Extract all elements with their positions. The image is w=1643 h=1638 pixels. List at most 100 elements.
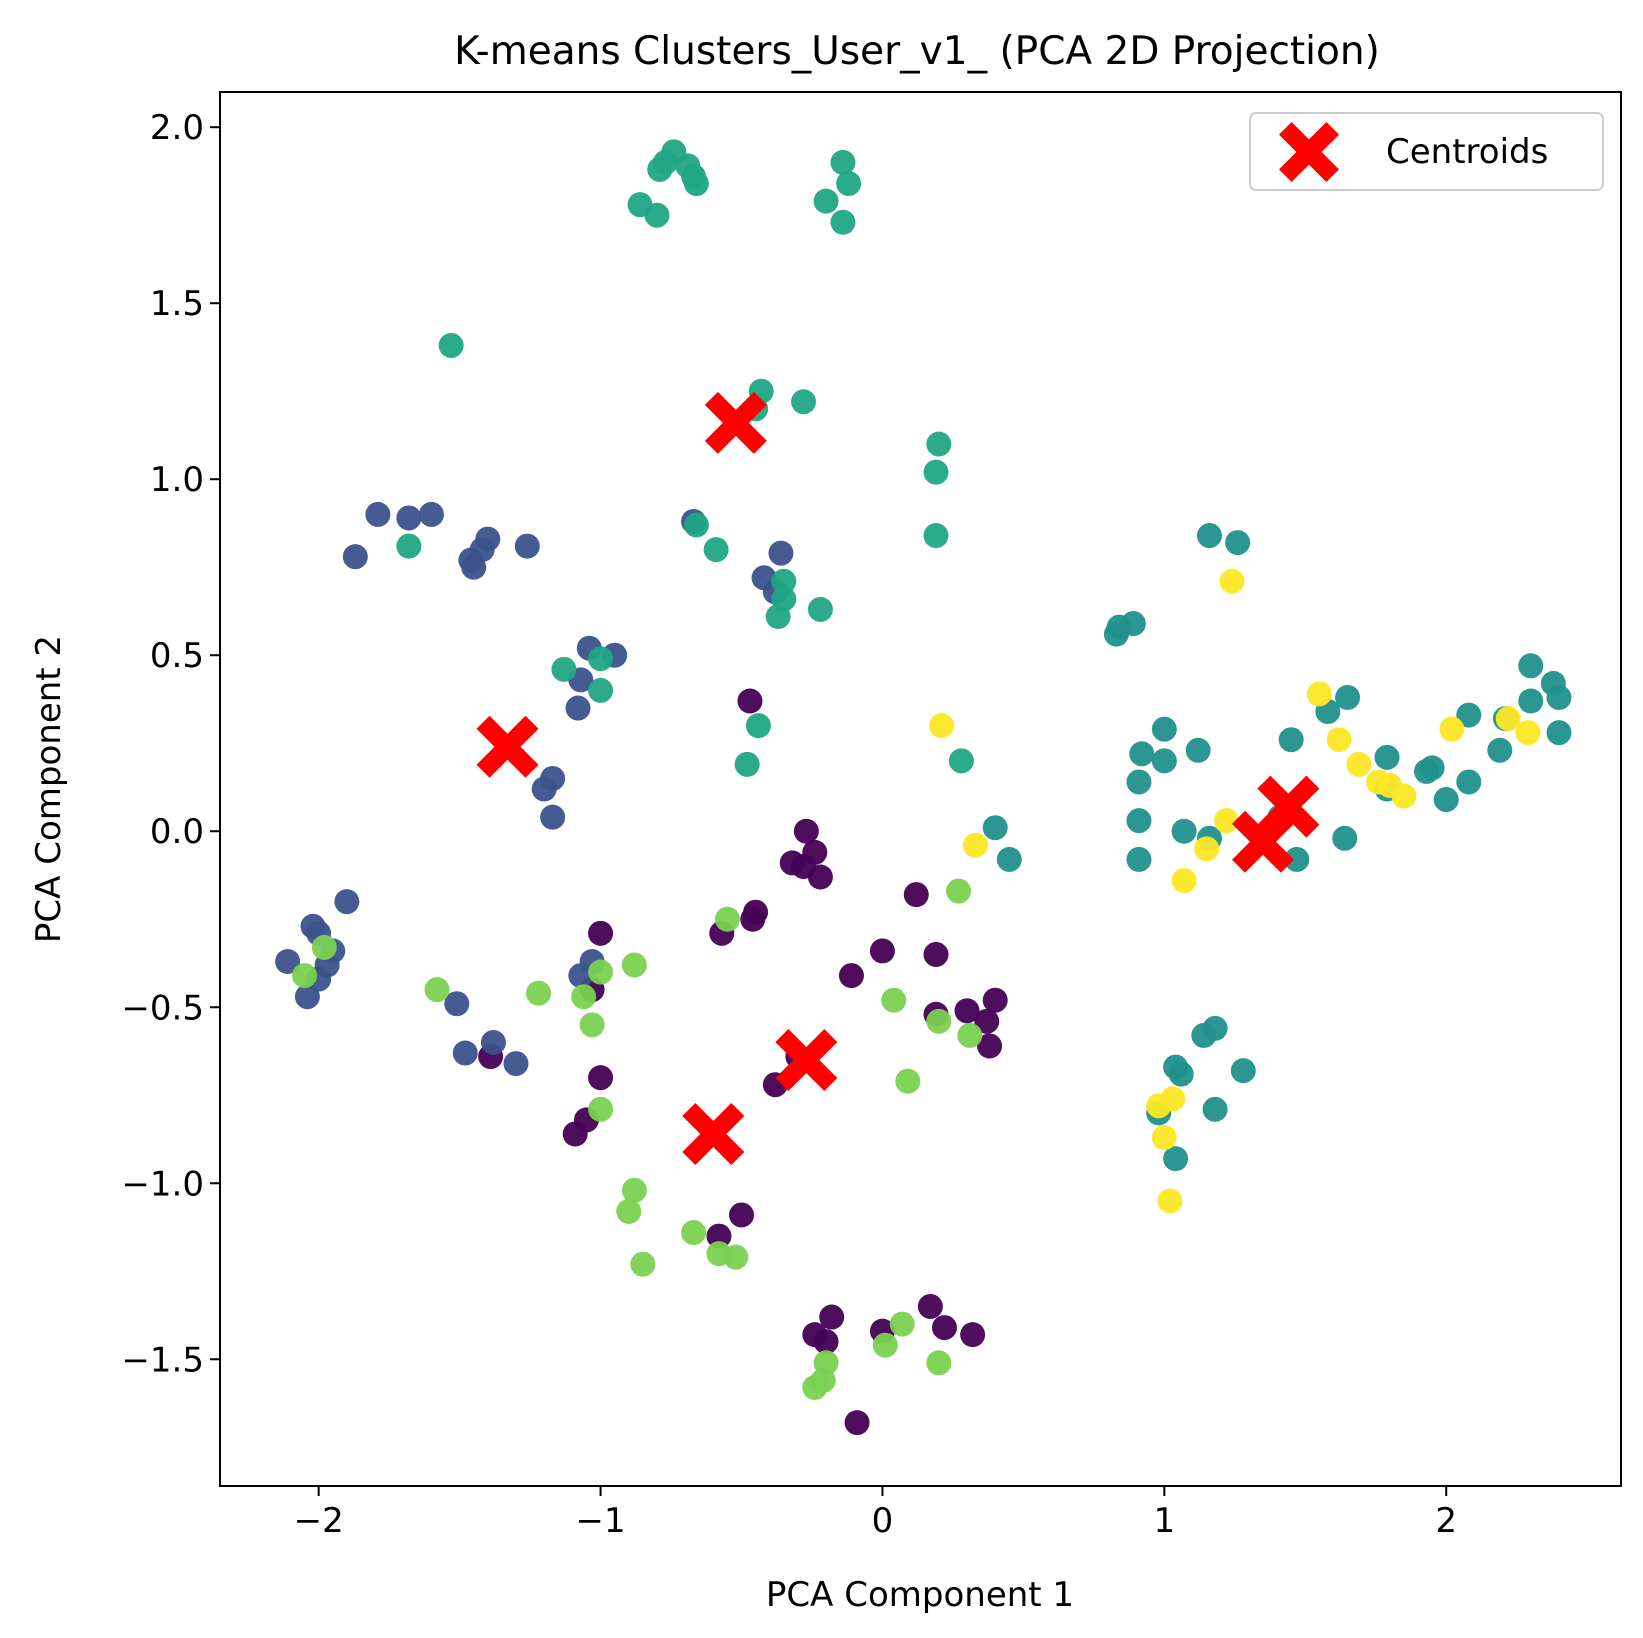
data-point xyxy=(926,1008,952,1034)
data-point xyxy=(275,948,301,974)
data-point xyxy=(621,952,647,978)
centroid-marker xyxy=(775,1029,838,1092)
data-point xyxy=(1391,783,1417,809)
data-point xyxy=(311,934,337,960)
y-tick-label: 0.0 xyxy=(150,812,204,852)
data-point xyxy=(830,149,856,175)
data-point xyxy=(1518,688,1544,714)
data-point xyxy=(960,1322,986,1348)
data-point xyxy=(768,540,794,566)
data-point xyxy=(1129,741,1155,767)
data-point xyxy=(714,906,740,932)
data-point xyxy=(540,804,566,830)
data-point xyxy=(791,389,817,415)
data-point xyxy=(503,1051,529,1077)
data-point xyxy=(1126,846,1152,872)
data-point xyxy=(1278,727,1304,753)
data-point xyxy=(996,846,1022,872)
data-point xyxy=(1202,1096,1228,1122)
data-point xyxy=(807,596,833,622)
data-point xyxy=(889,1311,915,1337)
data-point xyxy=(838,963,864,989)
data-point xyxy=(1487,737,1513,763)
data-point xyxy=(1171,818,1197,844)
data-point xyxy=(480,1029,506,1055)
data-point xyxy=(791,853,817,879)
data-point xyxy=(923,523,949,549)
data-point xyxy=(342,544,368,570)
centroid-marker xyxy=(476,715,539,778)
data-point xyxy=(1284,846,1310,872)
data-point xyxy=(1546,720,1572,746)
data-point xyxy=(588,1096,614,1122)
data-point xyxy=(1120,611,1146,637)
data-point xyxy=(568,963,594,989)
data-point xyxy=(579,1012,605,1038)
data-point xyxy=(1151,716,1177,742)
data-point xyxy=(1163,1146,1189,1172)
data-point xyxy=(562,1121,588,1147)
x-tick-label: −2 xyxy=(294,1501,344,1541)
data-point xyxy=(1515,720,1541,746)
centroid-marker xyxy=(682,1102,745,1165)
data-point xyxy=(551,656,577,682)
data-point xyxy=(1332,825,1358,851)
data-point xyxy=(1326,727,1352,753)
data-point xyxy=(881,987,907,1013)
data-point xyxy=(946,878,972,904)
chart-title: K-means Clusters_User_v1_ (PCA 2D Projec… xyxy=(454,29,1380,74)
data-point xyxy=(869,938,895,964)
data-point xyxy=(1126,769,1152,795)
data-point xyxy=(292,963,318,989)
data-point xyxy=(844,1410,870,1436)
data-point xyxy=(745,713,771,739)
x-axis-label: PCA Component 1 xyxy=(766,1575,1074,1615)
legend: Centroids xyxy=(1249,112,1604,191)
data-point xyxy=(771,568,797,594)
data-point xyxy=(1168,1061,1194,1087)
x-tick-label: 0 xyxy=(872,1501,894,1541)
data-point xyxy=(644,202,670,228)
data-point xyxy=(630,1251,656,1277)
data-point xyxy=(526,980,552,1006)
data-point xyxy=(1374,744,1400,770)
y-tick-label: −1.0 xyxy=(121,1164,204,1204)
x-axis-ticks: −2 −1 0 1 2 xyxy=(294,1486,1457,1541)
data-point xyxy=(793,818,819,844)
x-tick-label: 1 xyxy=(1154,1501,1176,1541)
data-point xyxy=(588,646,614,672)
data-point xyxy=(872,1332,898,1358)
data-point xyxy=(1160,1086,1186,1112)
data-point xyxy=(836,171,862,197)
data-point xyxy=(1306,681,1332,707)
data-point xyxy=(1495,706,1521,732)
data-point xyxy=(1456,702,1482,728)
x-tick-label: −1 xyxy=(575,1501,625,1541)
cluster-4-points xyxy=(292,878,983,1400)
data-point xyxy=(1151,748,1177,774)
data-point xyxy=(819,1304,845,1330)
data-point xyxy=(1202,1015,1228,1041)
data-point xyxy=(706,1223,732,1249)
data-point xyxy=(621,1177,647,1203)
data-point xyxy=(923,459,949,485)
data-point xyxy=(452,1040,478,1066)
data-point xyxy=(571,984,597,1010)
centroids xyxy=(476,391,1320,1165)
data-point xyxy=(813,1329,839,1355)
plot-frame xyxy=(219,91,1622,1487)
data-point xyxy=(438,332,464,358)
data-point xyxy=(588,1065,614,1091)
data-point xyxy=(895,1068,921,1094)
centroid-marker xyxy=(1231,810,1294,873)
data-point xyxy=(1546,684,1572,710)
data-point xyxy=(683,171,709,197)
data-point xyxy=(1194,836,1220,862)
cluster-5-points xyxy=(929,568,1541,1214)
data-point xyxy=(1439,716,1465,742)
data-point xyxy=(683,512,709,538)
data-point xyxy=(1185,737,1211,763)
data-point xyxy=(734,751,760,777)
data-point xyxy=(424,977,450,1003)
